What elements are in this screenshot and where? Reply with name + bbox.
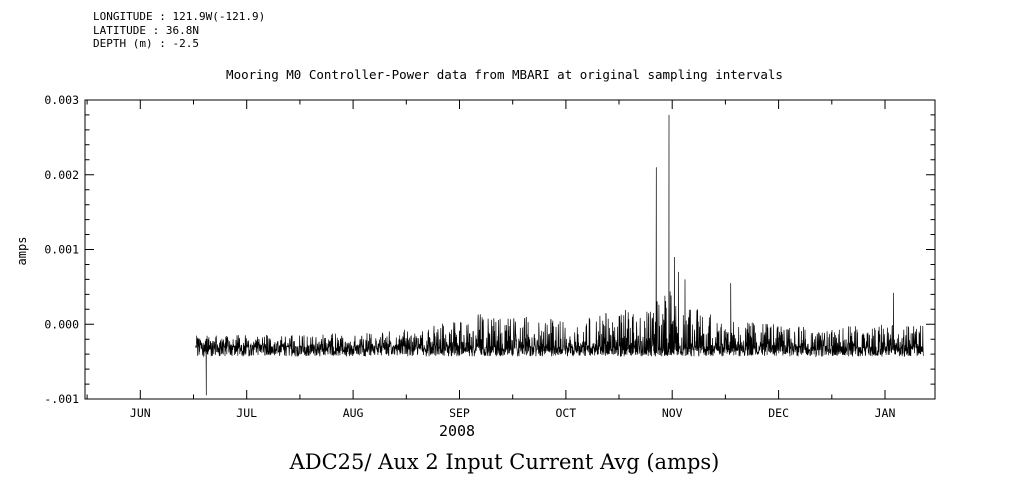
- x-tick-label: SEP: [449, 406, 470, 420]
- x-tick-label: DEC: [768, 406, 789, 420]
- y-tick-label: -.001: [44, 392, 79, 406]
- x-tick-label: OCT: [555, 406, 576, 420]
- metadata-block: LONGITUDE : 121.9W(-121.9) LATITUDE : 36…: [93, 10, 265, 51]
- y-tick-label: 0.000: [44, 317, 79, 331]
- latitude-text: LATITUDE : 36.8N: [93, 23, 199, 37]
- axis-ticks: [85, 99, 935, 400]
- x-tick-label: JUN: [130, 406, 151, 420]
- x-tick-label: JAN: [875, 406, 896, 420]
- x-tick-label: JUL: [236, 406, 257, 420]
- figure-caption: ADC25/ Aux 2 Input Current Avg (amps): [289, 450, 720, 474]
- x-axis-year-label: 2008: [438, 422, 476, 440]
- x-tick-label: NOV: [662, 406, 683, 420]
- y-tick-label: 0.001: [44, 243, 79, 257]
- series-line: [195, 114, 924, 396]
- depth-text: DEPTH (m) : -2.5: [93, 37, 199, 50]
- y-tick-label: 0.003: [44, 93, 79, 107]
- longitude-text: LONGITUDE : 121.9W(-121.9): [93, 10, 266, 23]
- chart-title: Mooring M0 Controller-Power data from MB…: [226, 67, 783, 82]
- x-tick-label: AUG: [343, 406, 364, 420]
- y-tick-label: 0.002: [44, 168, 79, 182]
